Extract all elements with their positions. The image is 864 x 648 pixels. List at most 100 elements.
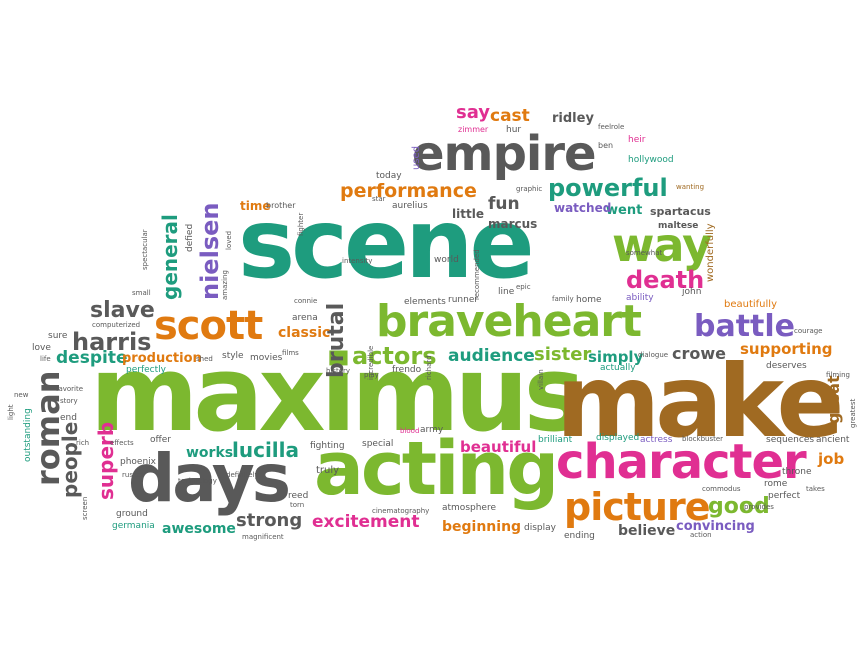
- word-convincing: convincing: [676, 519, 755, 534]
- word-offer: offer: [150, 435, 171, 445]
- word-style: style: [222, 351, 244, 361]
- word-actors: actors: [352, 342, 437, 370]
- word-end: end: [60, 413, 77, 423]
- word-sequences: sequences: [766, 435, 815, 445]
- word-lucilla: lucilla: [232, 438, 300, 462]
- word-deserves: deserves: [766, 361, 807, 371]
- word-ancient: ancient: [816, 435, 850, 445]
- word-computerized: computerized: [92, 321, 141, 329]
- word-richard: richard: [425, 355, 433, 380]
- word-russel: russel: [122, 471, 143, 479]
- word-screen: screen: [81, 496, 89, 520]
- word-epic: epic: [516, 283, 531, 291]
- word-effects: effects: [110, 439, 134, 447]
- word-somewhat: somewhat: [626, 249, 663, 257]
- word-beautifully: beautifully: [724, 299, 777, 310]
- word-awesome: awesome: [162, 521, 236, 537]
- word-actually: actually: [600, 363, 636, 373]
- word-empire: empire: [412, 126, 597, 182]
- word-wanting: wanting: [676, 183, 705, 191]
- word-battle: battle: [694, 309, 796, 344]
- word-greatest: greatest: [849, 398, 857, 428]
- word-brother: brother: [266, 201, 296, 210]
- word-definitely: definitely: [226, 471, 259, 479]
- word-throne: throne: [782, 467, 812, 477]
- word-acting: acting: [314, 426, 559, 512]
- word-filming: filming: [826, 371, 850, 379]
- word-dialogue: dialogue: [638, 351, 669, 359]
- word-spectacular: spectacular: [141, 229, 149, 270]
- word-takes: takes: [806, 485, 825, 493]
- word-perfectly: perfectly: [126, 365, 166, 375]
- word-star: star: [372, 195, 386, 203]
- word-phoenix: phoenix: [120, 457, 156, 467]
- word-performance: performance: [340, 180, 477, 202]
- word-time: time: [240, 199, 271, 213]
- word-rich: rich: [76, 439, 90, 447]
- word-today: today: [376, 171, 402, 181]
- word-favorite: favorite: [56, 385, 84, 393]
- word-movies: movies: [250, 353, 283, 363]
- word-ability: ability: [626, 293, 654, 303]
- word-rome: rome: [764, 479, 788, 489]
- word-elements: elements: [404, 297, 446, 307]
- word-home: home: [576, 295, 602, 305]
- word-slave: slave: [90, 298, 155, 323]
- word-cinematography: cinematography: [372, 507, 430, 515]
- word-arena: arena: [292, 313, 318, 323]
- word-graphic: graphic: [516, 185, 543, 193]
- word-ridley: ridley: [552, 111, 594, 126]
- word-special: special: [362, 439, 394, 449]
- word-wonderfully: wonderfully: [705, 223, 716, 282]
- word-defied: defied: [185, 223, 195, 252]
- word-love: love: [32, 343, 51, 353]
- word-scene: scene: [238, 188, 535, 300]
- word-death: death: [626, 266, 705, 294]
- word-spartacus: spartacus: [650, 205, 711, 218]
- word-say: say: [456, 102, 491, 123]
- word-intensity: intensity: [342, 257, 373, 265]
- word-picture: picture: [564, 485, 710, 529]
- word-history: history: [326, 367, 351, 375]
- word-general: general: [158, 214, 182, 300]
- word-fighting: fighting: [310, 441, 345, 451]
- word-superb: superb: [94, 421, 118, 500]
- word-technology: technology: [178, 477, 217, 485]
- word-sure: sure: [48, 331, 68, 341]
- word-connie: connie: [294, 297, 318, 305]
- word-braveheart: braveheart: [376, 296, 642, 347]
- word-army: army: [420, 425, 444, 435]
- word-used: used: [411, 145, 422, 170]
- word-new: new: [14, 391, 29, 399]
- word-ben: ben: [598, 141, 614, 150]
- word-character: character: [556, 434, 807, 490]
- word-fun: fun: [488, 194, 520, 214]
- word-sister: sister: [534, 344, 592, 365]
- word-shed: shed: [196, 355, 213, 363]
- word-days: days: [128, 440, 291, 517]
- word-works: works: [186, 445, 234, 461]
- word-recommended: recommended: [473, 249, 481, 300]
- word-classic: classic: [278, 325, 331, 341]
- word-despite: despite: [56, 348, 128, 368]
- word-supporting: supporting: [740, 340, 833, 358]
- word-blood: blood: [400, 427, 420, 435]
- word-scott: scott: [154, 303, 263, 349]
- word-went: went: [606, 203, 643, 218]
- word-action: action: [690, 531, 712, 539]
- word-villain: villain: [537, 369, 545, 390]
- word-truly: truly: [316, 465, 340, 476]
- word-way: way: [612, 218, 712, 272]
- word-hur: hur: [506, 125, 522, 135]
- word-germania: germania: [112, 521, 155, 531]
- word-feelrole: feelrole: [598, 123, 625, 131]
- word-good: good: [708, 494, 770, 519]
- word-powerful: powerful: [548, 174, 668, 202]
- word-frendo: frendo: [392, 365, 422, 375]
- word-atmosphere: atmosphere: [442, 503, 496, 513]
- word-magnificent: magnificent: [242, 533, 284, 541]
- word-maltese: maltese: [658, 221, 699, 231]
- word-audience: audience: [448, 346, 535, 366]
- word-reed: reed: [288, 491, 309, 501]
- word-beginning: beginning: [442, 519, 522, 535]
